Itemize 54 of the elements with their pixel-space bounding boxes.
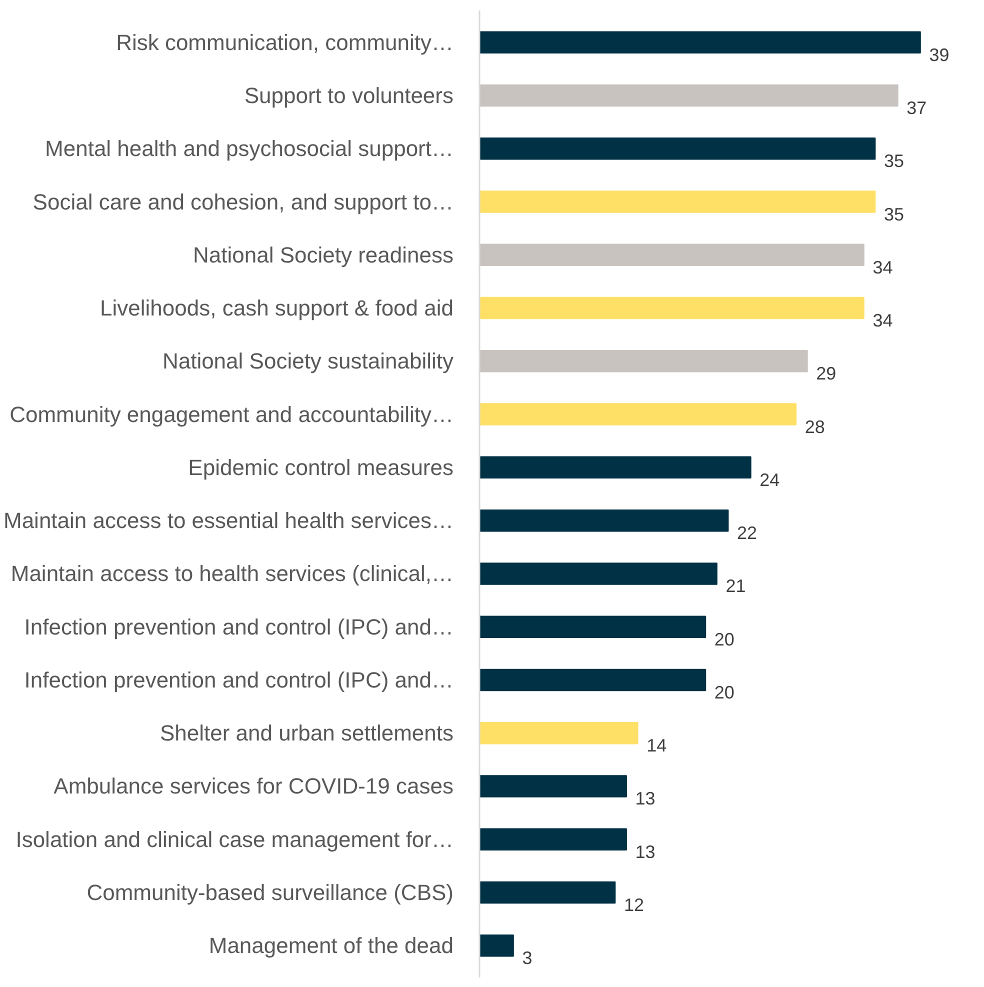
bar <box>480 403 797 426</box>
data-label: 14 <box>646 736 667 756</box>
bar <box>480 775 627 798</box>
bar <box>480 668 706 692</box>
data-label: 39 <box>929 44 950 65</box>
y-tick-label: Isolation and clinical case management for… <box>16 826 454 852</box>
bar <box>480 722 638 744</box>
data-label: 37 <box>906 98 927 118</box>
data-label: 3 <box>522 948 532 968</box>
y-tick-label: Shelter and urban settlements <box>160 720 454 746</box>
data-label: 12 <box>624 894 644 915</box>
data-label: 29 <box>816 364 836 384</box>
y-tick-label: Infection prevention and control (IPC) and… <box>24 614 454 640</box>
bar <box>480 84 898 107</box>
bar <box>480 244 864 266</box>
bar <box>480 456 752 479</box>
data-label: 35 <box>884 151 904 172</box>
bar <box>480 562 718 585</box>
y-tick-label: Ambulance services for COVID-19 cases <box>54 774 454 799</box>
y-tick-label: Community-based surveillance (CBS) <box>86 880 454 905</box>
data-label: 34 <box>872 310 893 331</box>
data-label: 21 <box>726 576 746 596</box>
bar <box>480 509 729 532</box>
y-tick-label: Management of the dead <box>208 933 454 958</box>
bar <box>480 828 627 850</box>
y-tick-label: Risk communication, community… <box>116 30 454 55</box>
data-label: 20 <box>714 682 734 702</box>
data-label: 13 <box>635 842 656 862</box>
y-tick-label: Mental health and psychosocial support… <box>45 136 454 162</box>
y-tick-label: National Society readiness <box>193 242 454 268</box>
bar <box>480 934 514 957</box>
data-label: 28 <box>804 416 825 437</box>
data-label: 13 <box>635 788 656 809</box>
bar <box>480 31 921 54</box>
y-tick-label: Social care and cohesion, and support to… <box>32 189 454 214</box>
data-label: 35 <box>884 204 904 224</box>
bar <box>480 616 706 638</box>
y-tick-label: Livelihoods, cash support & food aid <box>100 296 454 321</box>
bar <box>480 138 876 160</box>
data-label: 34 <box>872 257 893 278</box>
y-tick-label: National Society sustainability <box>162 348 454 374</box>
bar <box>480 296 864 320</box>
y-tick-label: Community engagement and accountability… <box>10 402 454 427</box>
bar <box>480 881 616 904</box>
y-tick-label: Support to volunteers <box>244 83 454 108</box>
bar <box>480 350 808 372</box>
data-label: 24 <box>760 470 780 490</box>
y-tick-label: Maintain access to health services (clinical,… <box>10 561 454 586</box>
y-tick-label: Maintain access to essential health services… <box>4 508 454 534</box>
data-label: 20 <box>714 629 734 650</box>
y-tick-label: Infection prevention and control (IPC) and… <box>24 667 454 692</box>
y-tick-label: Epidemic control measures <box>188 454 454 480</box>
bar <box>480 190 876 213</box>
data-label: 22 <box>737 523 758 544</box>
